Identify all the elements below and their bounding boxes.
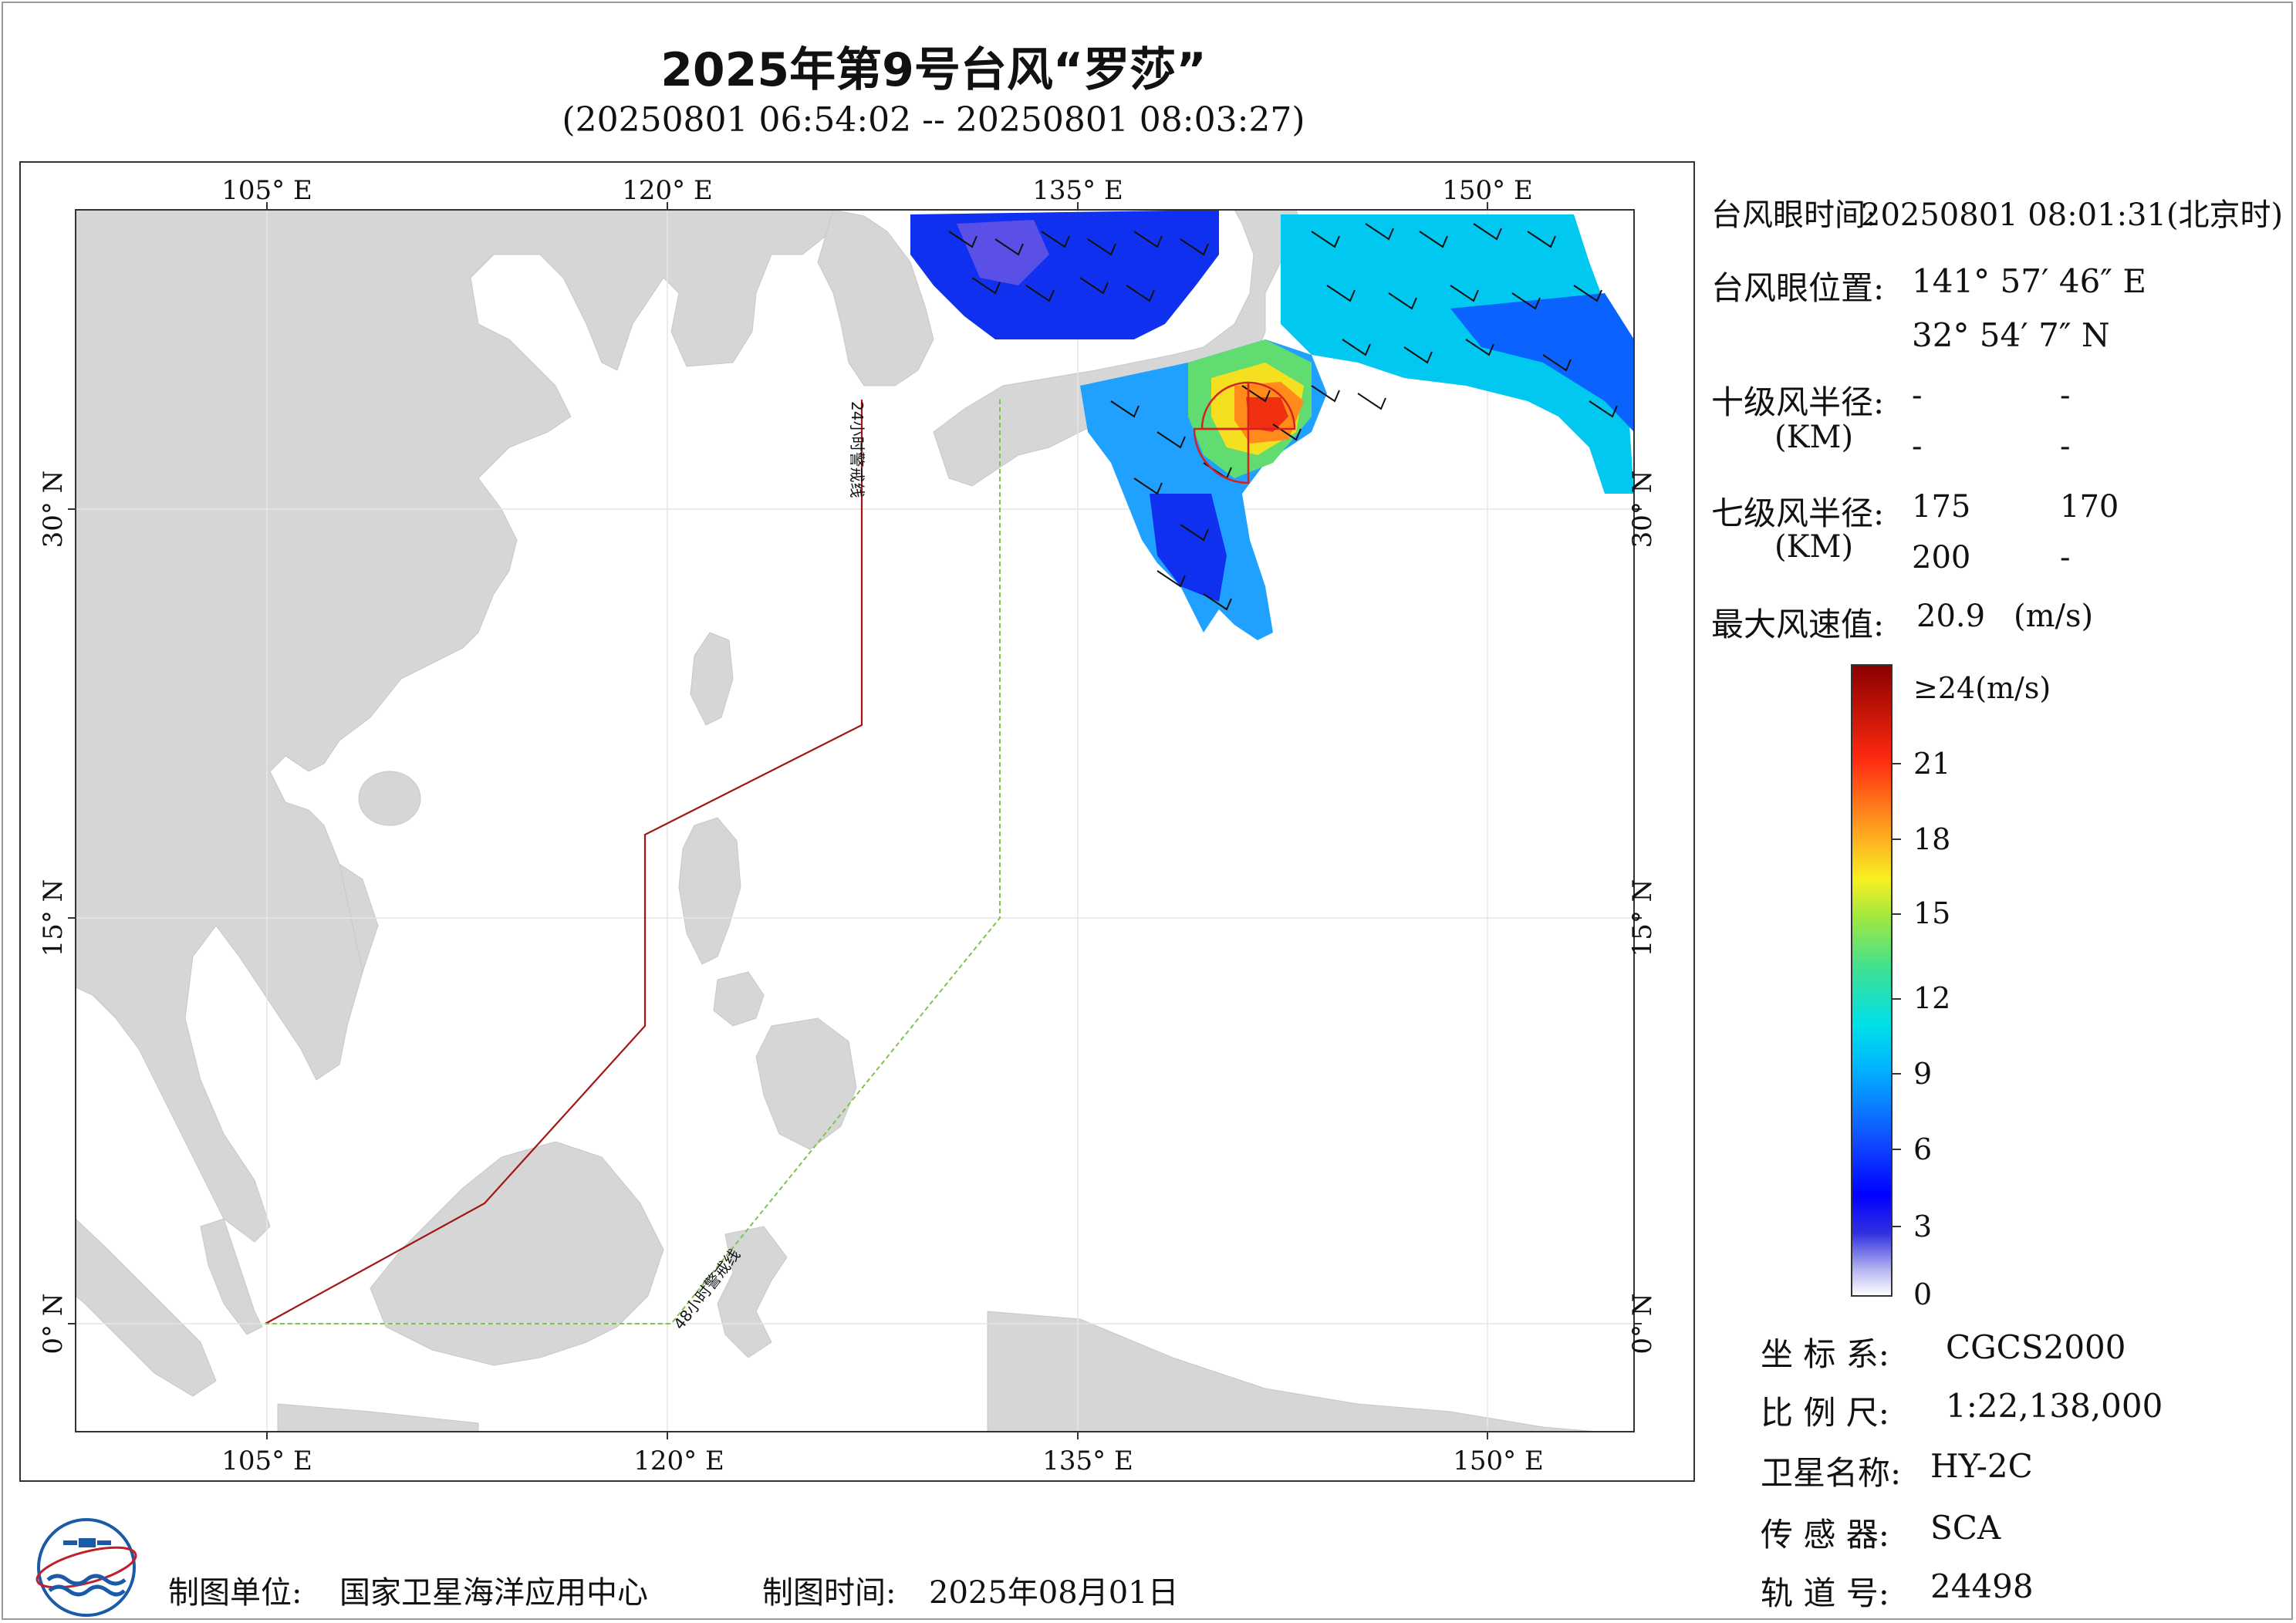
r7-value-nw: - (2060, 540, 2071, 575)
lon-tick-top-105: 105° E (221, 175, 312, 206)
wind-swath-north-light (957, 220, 1049, 285)
axis-ticks (68, 202, 1642, 1439)
lon-tick-top-150: 150° E (1442, 175, 1533, 206)
graticule (76, 210, 1634, 1432)
wind-barbs (948, 223, 1618, 611)
lon-tick-top-120: 120° E (622, 175, 713, 206)
r10-value-sw: - (1912, 429, 1923, 464)
lon-tick-bottom-135: 135° E (1042, 1446, 1133, 1476)
r10-unit: (KM) (1774, 420, 1854, 455)
lat-tick-right-15: 15° N (1627, 879, 1658, 957)
sensor-label: 传 感 器: (1761, 1516, 1889, 1554)
crs-label: 坐 标 系: (1761, 1335, 1889, 1373)
eye-time-label: 台风眼时间: (1711, 197, 1876, 233)
eye-time-value: 20250801 08:01:31(北京时) (1861, 197, 2284, 233)
land-taiwan (690, 632, 734, 726)
r10-value-ne: - (1912, 378, 1923, 413)
r7-unit: (KM) (1774, 529, 1854, 565)
eye-longitude: 141° 57′ 46″ E (1912, 262, 2146, 300)
wind-swath-east (1281, 214, 1634, 494)
lon-tick-top-135: 135° E (1032, 175, 1123, 206)
eye-latitude: 32° 54′ 7″ N (1912, 316, 2110, 354)
scale-value: 1:22,138,000 (1946, 1387, 2163, 1425)
wind-swath-east-blue (1450, 293, 1634, 432)
r7-value-se: 170 (2060, 489, 2119, 525)
wind-radius-nw (1200, 381, 1250, 430)
max-wind-unit: (m/s) (2014, 599, 2094, 634)
r7-label: 七级风半径: (1711, 494, 1885, 532)
map-plot: 24小时警戒线 48小时警戒线 (76, 210, 1634, 1432)
r10-value-se: - (2060, 378, 2071, 413)
wind-radius-ne (1247, 381, 1296, 430)
land-malay-peninsula (200, 1218, 263, 1335)
crs-value: CGCS2000 (1946, 1328, 2126, 1366)
eye-position-label: 台风眼位置: (1711, 269, 1885, 307)
lat-tick-left-30: 30° N (38, 471, 69, 548)
lon-tick-bottom-105: 105° E (221, 1446, 312, 1476)
lat-tick-right-0: 0° N (1627, 1293, 1658, 1354)
colorbar (1851, 664, 1893, 1297)
lat-tick-left-0: 0° N (38, 1293, 69, 1354)
land-luzon (678, 817, 741, 965)
scale-label: 比 例 尺: (1761, 1394, 1889, 1432)
warning-line-24h (265, 400, 863, 1324)
orbit-label: 轨 道 号: (1761, 1574, 1889, 1612)
producer-value: 国家卫星海洋应用中心 (339, 1575, 648, 1611)
wind-radius-sectors (1193, 381, 1296, 484)
colorbar-label-0: 0 (1913, 1277, 1933, 1311)
land-layer (76, 210, 1634, 1432)
colorbar-label-15: 15 (1913, 896, 1951, 930)
producer-label: 制图单位: (168, 1575, 302, 1611)
map-title: 2025年第9号台风“罗莎” (660, 43, 1207, 97)
r10-label: 十级风半径: (1711, 383, 1885, 421)
max-wind-label: 最大风速值: (1711, 606, 1885, 643)
wind-radius-sw (1193, 427, 1250, 484)
orbit-value: 24498 (1930, 1567, 2034, 1605)
r7-value-sw: 200 (1912, 540, 1971, 575)
land-sumatra (76, 1218, 217, 1397)
satellite-value: HY-2C (1930, 1447, 2033, 1485)
colorbar-label-6: 6 (1913, 1132, 1933, 1166)
satellite-label: 卫星名称: (1761, 1454, 1902, 1492)
warning-line-48h (265, 400, 1001, 1324)
nsoas-logo (35, 1518, 137, 1617)
wind-swath-red (1246, 397, 1288, 432)
map-outer-frame (19, 161, 1695, 1482)
land-java (277, 1403, 479, 1432)
land-new-guinea (987, 1311, 1634, 1432)
land-hainan (358, 771, 421, 826)
land-sulawesi (717, 1226, 788, 1358)
warning-line-24h-label: 24小时警戒线 (848, 401, 866, 498)
map-date-value: 2025年08月01日 (929, 1575, 1179, 1611)
max-wind-value: 20.9 (1916, 599, 1986, 634)
lon-tick-bottom-150: 150° E (1453, 1446, 1544, 1476)
lat-tick-left-15: 15° N (38, 879, 69, 957)
map-subtitle: (20250801 06:54:02 -- 20250801 08:03:27) (562, 100, 1305, 140)
r10-value-nw: - (2060, 429, 2071, 464)
colorbar-label-21: 21 (1913, 747, 1951, 781)
land-borneo (370, 1141, 664, 1366)
colorbar-ticks (1892, 763, 1901, 1227)
colorbar-label-3: 3 (1913, 1210, 1933, 1243)
lon-tick-bottom-120: 120° E (633, 1446, 724, 1476)
land-korea (817, 210, 934, 386)
map-date-label: 制图时间: (762, 1575, 896, 1611)
r7-value-ne: 175 (1912, 489, 1971, 525)
sensor-value: SCA (1930, 1509, 2001, 1547)
colorbar-label-18: 18 (1913, 822, 1951, 856)
land-asia-mainland (76, 210, 834, 1243)
tick-labels: 105° E 120° E 135° E 150° E 105° E 120° … (38, 175, 1658, 1476)
colorbar-label-9: 9 (1913, 1057, 1933, 1091)
colorbar-label-12: 12 (1913, 981, 1951, 1015)
land-mindanao (755, 1017, 857, 1150)
lat-tick-right-30: 30° N (1627, 471, 1658, 548)
land-visayas (713, 971, 765, 1027)
plot-frame (75, 209, 1635, 1432)
colorbar-label-24: ≥24(m/s) (1913, 671, 2051, 705)
wind-swath-south-dark (1150, 494, 1227, 602)
wind-field-layer (910, 210, 1634, 640)
